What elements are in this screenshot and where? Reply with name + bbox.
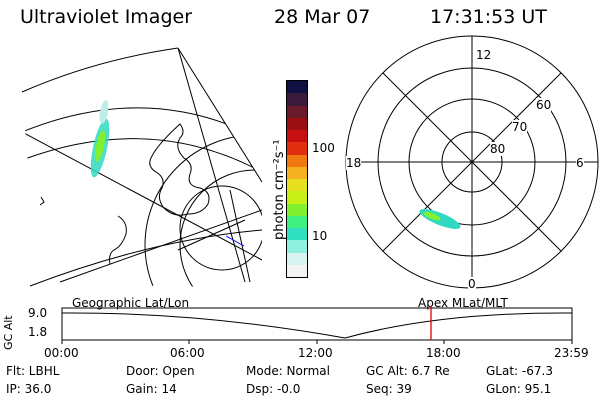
timeline-ytick-1.8: 1.8 [28, 325, 48, 339]
time-label: 17:31:53 UT [430, 6, 547, 28]
polar-label-right: 6 [576, 156, 584, 170]
info-glat: GLat: -67.3 [486, 364, 553, 378]
polar-label-top: 12 [476, 48, 492, 62]
timeline-ytick-9: 9.0 [28, 306, 48, 320]
info-ip: IP: 36.0 [6, 382, 52, 396]
aurora-patch-polar [419, 209, 461, 229]
info-gain: Gain: 14 [126, 382, 177, 396]
colorbar-segment [287, 215, 307, 228]
colorbar-segment [287, 264, 307, 277]
timeline-left-title: Geographic Lat/Lon [72, 296, 190, 310]
polar-lat-70: 70 [512, 120, 528, 134]
colorbar-segment [287, 105, 307, 118]
info-dsp: Dsp: -0.0 [246, 382, 301, 396]
polar-label-left: 18 [346, 156, 362, 170]
timeline-right-title: Apex MLat/MLT [418, 296, 508, 310]
app-title: Ultraviolet Imager [20, 6, 193, 28]
timeline-xtick-2: 12:00 [298, 346, 333, 360]
timeline-xtick-3: 18:00 [426, 346, 461, 360]
colorbar-segment [287, 93, 307, 106]
info-gc-alt: GC Alt: 6.7 Re [366, 364, 450, 378]
colorbar [286, 80, 308, 278]
aurora-patch-map [90, 100, 110, 178]
colorbar-segment [287, 179, 307, 192]
polar-lat-60: 60 [536, 98, 552, 112]
timeline-xtick-0: 00:00 [44, 346, 79, 360]
colorbar-tick-100: 100 [312, 141, 335, 155]
colorbar-segment [287, 81, 307, 94]
info-door: Door: Open [126, 364, 195, 378]
info-mode: Mode: Normal [246, 364, 330, 378]
timeline-xtick-1: 06:00 [170, 346, 205, 360]
colorbar-segment [287, 117, 307, 130]
info-filter: Flt: LBHL [6, 364, 60, 378]
timeline-xtick-4: 23:59 [554, 346, 589, 360]
colorbar-segment [287, 191, 307, 204]
info-glon: GLon: 95.1 [486, 382, 552, 396]
colorbar-segment [287, 166, 307, 179]
colorbar-segment [287, 130, 307, 143]
date-label: 28 Mar 07 [274, 6, 371, 28]
colorbar-segment [287, 142, 307, 155]
colorbar-segment [287, 154, 307, 167]
polar-lat-80: 80 [490, 142, 506, 156]
colorbar-segment [287, 240, 307, 253]
colorbar-segment [287, 203, 307, 216]
info-seq: Seq: 39 [366, 382, 412, 396]
colorbar-tick-10: 10 [312, 229, 328, 243]
colorbar-segment [287, 252, 307, 265]
polar-label-bottom: 0 [468, 277, 476, 291]
colorbar-segment [287, 228, 307, 241]
